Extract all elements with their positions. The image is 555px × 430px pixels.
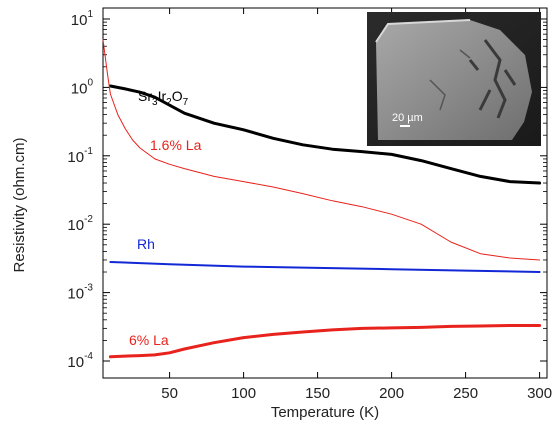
x-tick-label: 150	[305, 385, 330, 402]
y-tick-label: 10-3	[67, 283, 93, 303]
y-tick-label: 10-4	[67, 351, 93, 371]
series-line-1	[102, 39, 541, 261]
series-label-sr3ir2o7: Sr3Ir2O7	[138, 88, 189, 108]
y-tick-label: 10-1	[67, 146, 93, 166]
scale-bar	[400, 125, 410, 127]
series-label-rh: Rh	[137, 236, 155, 252]
sem-inset: 20 µm	[367, 12, 541, 146]
series-label-1-6-la: 1.6% La	[150, 137, 202, 153]
y-tick-label: 100	[71, 77, 94, 97]
x-axis-title: Temperature (K)	[271, 404, 379, 421]
crystal-edge	[375, 19, 471, 43]
crystal-cracks	[429, 49, 471, 111]
x-tick-label: 200	[379, 385, 404, 402]
plot-frame	[102, 7, 548, 379]
series-label-6-la: 6% La	[129, 332, 169, 348]
y-tick-label: 10-2	[67, 214, 93, 234]
x-tick-label: 300	[527, 385, 552, 402]
crystal-defects	[468, 39, 517, 119]
y-axis-title: Resistivity (ohm.cm)	[11, 137, 28, 272]
series-line-2	[109, 261, 541, 273]
scale-bar-label: 20 µm	[392, 112, 423, 124]
x-tick-label: 250	[453, 385, 478, 402]
series-line-0	[108, 84, 542, 185]
x-tick-label: 100	[231, 385, 256, 402]
x-tick-label: 50	[161, 385, 178, 402]
y-tick-label: 101	[71, 9, 94, 29]
plot-layer: 50 100 150 200 250 300 101 100 10-1 10-2 10-3 10-4	[67, 7, 552, 402]
series-line-3	[108, 324, 542, 359]
